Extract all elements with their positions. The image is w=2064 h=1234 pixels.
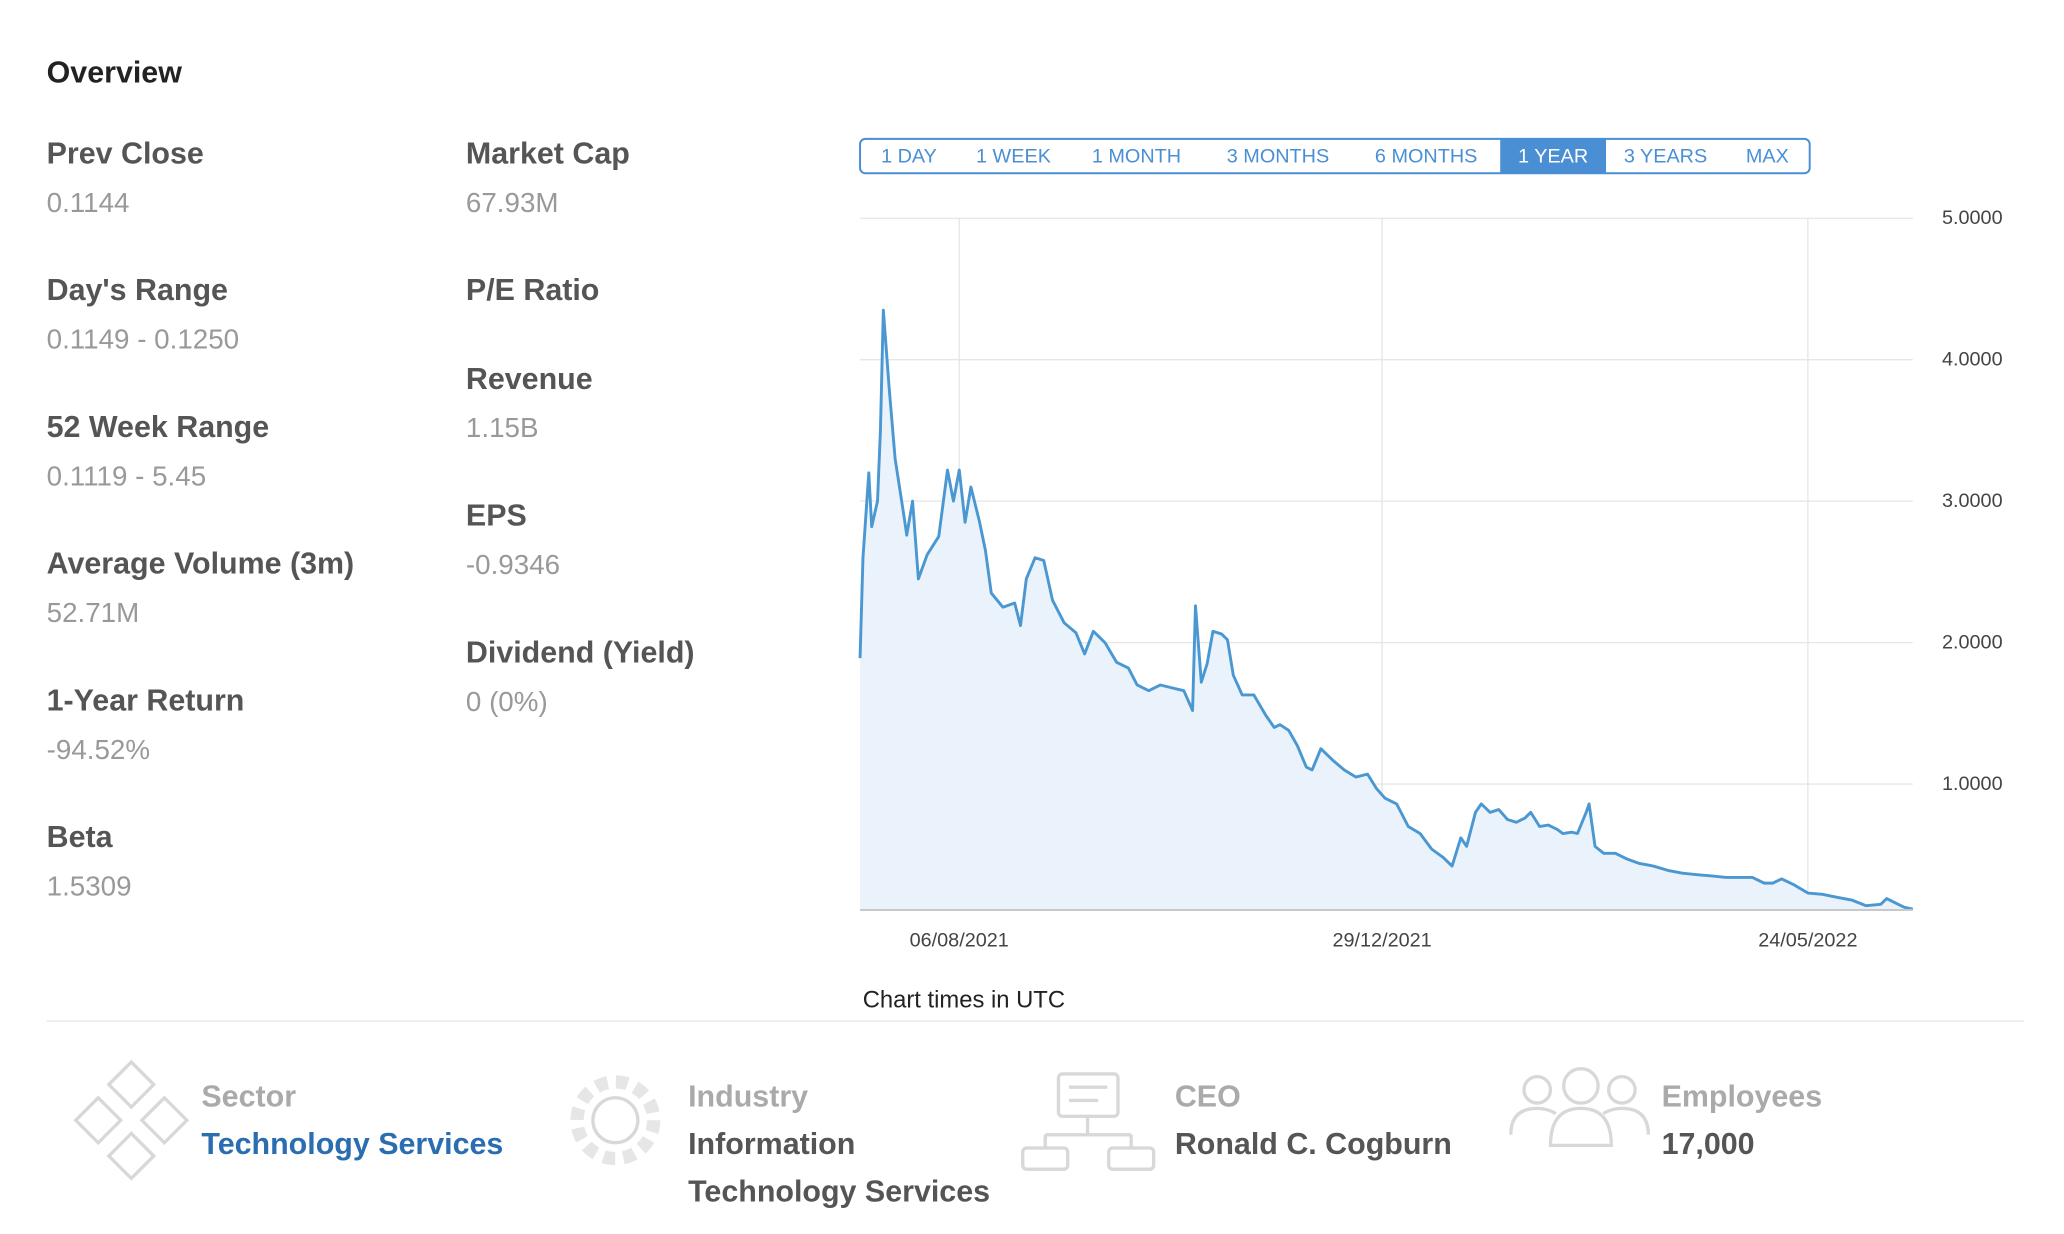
y-tick-label: 4.0000: [1942, 349, 2003, 371]
ceo-icon: [1021, 1072, 1156, 1171]
stat-value: 52.71M: [47, 597, 140, 628]
x-tick-label: 29/12/2021: [1332, 929, 1431, 951]
y-tick-label: 3.0000: [1942, 490, 2003, 512]
profile-label: Employees: [1662, 1079, 1823, 1113]
stat-value: 1.15B: [466, 412, 539, 443]
stat-label: P/E Ratio: [466, 273, 599, 307]
profile-label: Sector: [201, 1079, 296, 1113]
profile-value: Information Technology Services: [688, 1127, 990, 1209]
stat-value: 0.1144: [47, 187, 130, 218]
profile-value[interactable]: Technology Services: [201, 1127, 503, 1161]
stat-label: Average Volume (3m): [47, 547, 355, 581]
chart-note: Chart times in UTC: [863, 986, 1065, 1013]
section-title: Overview: [47, 56, 183, 90]
stat-label: Dividend (Yield): [466, 635, 695, 669]
profile-label: CEO: [1175, 1079, 1241, 1113]
stat-label: Market Cap: [466, 136, 630, 170]
range-button-label[interactable]: MAX: [1746, 146, 1789, 168]
stat-label: EPS: [466, 499, 527, 533]
range-button-label[interactable]: 3 YEARS: [1624, 146, 1707, 168]
range-button-label[interactable]: 1 DAY: [881, 146, 937, 168]
stat-value: 0.1149 - 0.1250: [47, 324, 239, 355]
stat-value: 67.93M: [466, 187, 559, 218]
stat-value: -0.9346: [466, 549, 560, 580]
range-button-label[interactable]: 1 YEAR: [1518, 146, 1588, 168]
stat-label: Prev Close: [47, 136, 204, 170]
profile-label: Industry: [688, 1079, 808, 1113]
price-area: [860, 310, 1913, 910]
stat-label: 52 Week Range: [47, 410, 270, 444]
range-button-label[interactable]: 1 WEEK: [976, 146, 1051, 168]
stat-label: 1-Year Return: [47, 683, 245, 717]
stat-label: Revenue: [466, 362, 593, 396]
employees-icon: [1509, 1067, 1650, 1148]
y-tick-label: 1.0000: [1942, 773, 2003, 795]
stat-label: Day's Range: [47, 273, 228, 307]
profile-value: Ronald C. Cogburn: [1175, 1127, 1452, 1161]
range-button-label[interactable]: 6 MONTHS: [1375, 146, 1477, 168]
price-line: [858, 308, 1914, 911]
range-button[interactable]: [1500, 138, 1607, 174]
stat-value: 0.1119 - 5.45: [47, 460, 207, 491]
y-tick-label: 2.0000: [1942, 632, 2003, 654]
profile-value: 17,000: [1662, 1127, 1755, 1161]
industry-icon: [570, 1075, 661, 1166]
x-tick-label: 06/08/2021: [910, 929, 1009, 951]
range-button-label[interactable]: 3 MONTHS: [1227, 146, 1329, 168]
y-tick-label: 5.0000: [1942, 207, 2003, 229]
stat-label: Beta: [47, 820, 114, 854]
stat-value: -94.52%: [47, 734, 150, 765]
stat-value: 0 (0%): [466, 686, 548, 717]
stat-value: 1.5309: [47, 871, 132, 902]
sector-icon: [73, 1059, 190, 1181]
range-button-label[interactable]: 1 MONTH: [1092, 146, 1181, 168]
x-tick-label: 24/05/2022: [1758, 929, 1857, 951]
